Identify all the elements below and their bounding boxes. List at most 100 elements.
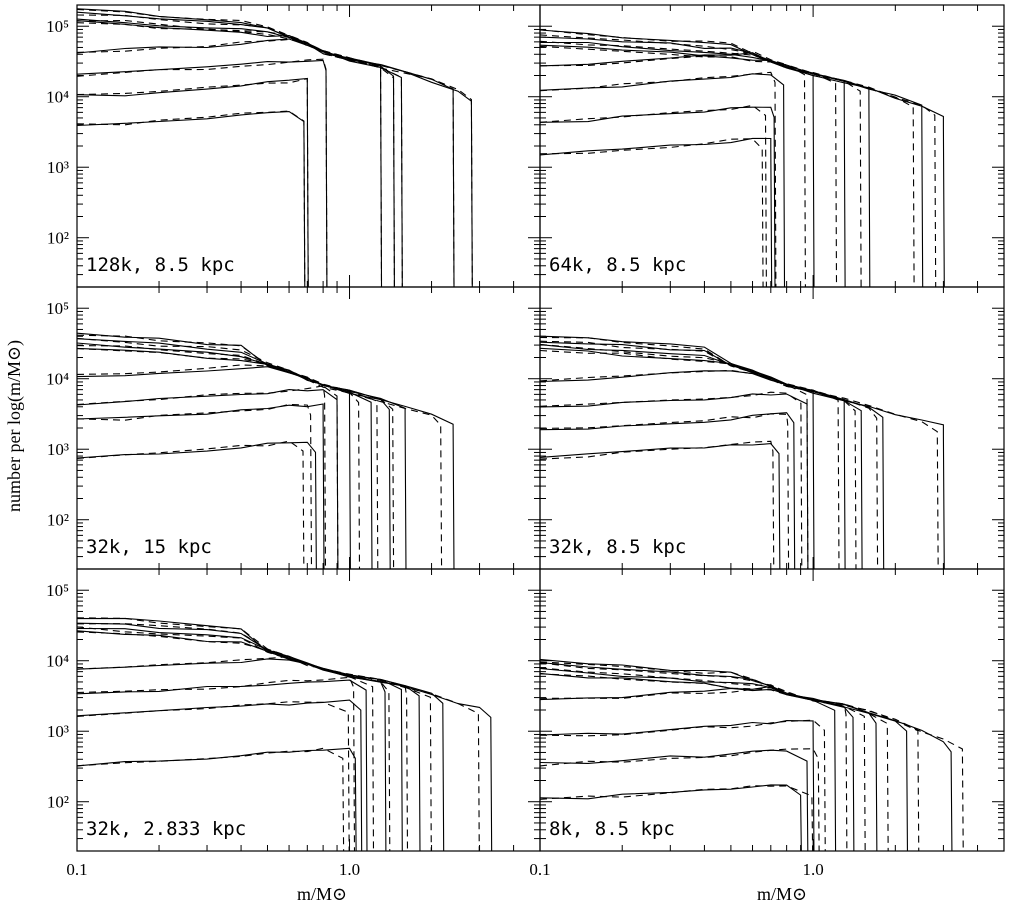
series-line-dashed xyxy=(77,385,327,569)
panels: 10² 10³ 10⁴ 10⁵ 128k, 8.5 kpc 64k, 8.5 kpc 10²… xyxy=(46,4,1005,879)
series-line-dashed xyxy=(540,661,964,851)
y-tick-label: 10⁴ xyxy=(46,652,69,671)
series-line-dashed xyxy=(540,662,920,851)
series-group xyxy=(77,617,493,851)
series-line-dashed xyxy=(540,104,767,287)
series-group xyxy=(540,658,964,851)
series-line-solid xyxy=(540,73,786,287)
series-line-solid xyxy=(540,370,815,569)
series-line-solid xyxy=(77,441,317,569)
series-line-solid xyxy=(77,366,351,569)
series-line-dashed xyxy=(540,369,809,569)
series-line-dashed xyxy=(77,403,313,569)
x-axis-label-left: m/M⊙ xyxy=(297,884,347,904)
panel-frame xyxy=(539,4,1005,288)
y-tick-label: 10³ xyxy=(47,158,69,177)
series-line-solid xyxy=(77,679,368,851)
series-line-solid xyxy=(77,59,328,287)
series-line-solid xyxy=(540,749,809,851)
series-line-solid xyxy=(540,41,871,287)
y-tick-label: 10² xyxy=(47,511,69,530)
axis-labels: m/M⊙ m/M⊙ number per log(m/M⊙) xyxy=(4,340,807,904)
series-line-dashed xyxy=(77,348,361,569)
series-line-solid xyxy=(540,137,773,287)
series-line-dashed xyxy=(540,71,777,287)
series-line-solid xyxy=(77,699,363,851)
series-line-dashed xyxy=(540,391,803,569)
panel-label: 8k, 8.5 kpc xyxy=(549,818,675,840)
y-axis-label: number per log(m/M⊙) xyxy=(4,340,25,512)
series-group xyxy=(540,29,945,287)
series-line-dashed xyxy=(540,667,889,851)
series-line-solid xyxy=(540,44,846,287)
series-line-dashed xyxy=(77,676,356,851)
series-line-solid xyxy=(77,627,421,851)
series-line-dashed xyxy=(540,340,879,569)
y-tick-label: 10⁴ xyxy=(46,88,69,107)
series-line-solid xyxy=(540,667,878,851)
series-line-dashed xyxy=(77,77,309,287)
panel: 10² 10³ 10⁴ 10⁵ 0.1 1.0 32k, 2.833 kpc xyxy=(46,568,541,879)
series-line-dashed xyxy=(540,673,866,851)
series-line-solid xyxy=(77,747,357,851)
series-line-dashed xyxy=(77,623,432,851)
series-line-solid xyxy=(540,52,815,287)
x-axis-label-right: m/M⊙ xyxy=(757,884,807,904)
series-line-dashed xyxy=(540,748,820,851)
series-group xyxy=(540,335,945,569)
panel: 10² 10³ 10⁴ 10⁵ 128k, 8.5 kpc xyxy=(46,4,541,288)
series-line-dashed xyxy=(77,747,345,851)
y-tick-label: 10³ xyxy=(47,440,69,459)
series-line-dashed xyxy=(540,440,775,569)
series-line-solid xyxy=(540,106,776,287)
series-line-dashed xyxy=(77,440,305,569)
y-tick-label: 10⁵ xyxy=(46,299,69,318)
y-tick-label: 10⁵ xyxy=(46,581,69,600)
series-line-dashed xyxy=(540,785,814,851)
panel-label: 32k, 2.833 kpc xyxy=(86,818,246,840)
y-tick-label: 10² xyxy=(47,793,69,812)
y-tick-label: 10⁴ xyxy=(46,370,69,389)
panel-label: 32k, 15 kpc xyxy=(86,536,212,558)
series-line-solid xyxy=(540,784,802,851)
series-line-solid xyxy=(77,77,309,287)
series-line-dashed xyxy=(540,50,806,287)
panel-frame xyxy=(539,286,1005,570)
series-line-dashed xyxy=(540,138,764,287)
y-tick-label: 10⁵ xyxy=(46,17,69,36)
series-line-dashed xyxy=(540,719,826,851)
panel-label: 64k, 8.5 kpc xyxy=(549,254,686,276)
panel: 0.1 1.0 8k, 8.5 kpc xyxy=(529,568,1005,879)
series-line-solid xyxy=(540,658,953,851)
series-line-dashed xyxy=(77,334,443,569)
panel: 32k, 8.5 kpc xyxy=(539,286,1005,570)
x-tick-label: 1.0 xyxy=(339,860,360,879)
x-tick-label: 0.1 xyxy=(529,860,550,879)
series-line-dashed xyxy=(77,364,339,569)
series-line-solid xyxy=(77,38,383,287)
series-line-solid xyxy=(77,389,339,569)
series-line-solid xyxy=(77,658,387,851)
series-group xyxy=(77,8,473,287)
panel: 10² 10³ 10⁴ 10⁵ 32k, 15 kpc xyxy=(46,286,541,570)
panel: 64k, 8.5 kpc xyxy=(539,4,1005,288)
series-line-solid xyxy=(540,347,846,569)
x-tick-label: 1.0 xyxy=(802,860,823,879)
series-line-dashed xyxy=(540,413,790,569)
series-line-solid xyxy=(540,661,908,851)
series-line-dashed xyxy=(540,45,838,287)
series-line-dashed xyxy=(77,110,306,287)
series-line-dashed xyxy=(77,656,375,851)
series-line-solid xyxy=(77,111,306,287)
panel-label: 32k, 8.5 kpc xyxy=(549,536,686,558)
series-line-dashed xyxy=(540,349,840,569)
panel-label: 128k, 8.5 kpc xyxy=(86,254,235,276)
y-tick-label: 10² xyxy=(47,229,69,248)
series-line-solid xyxy=(540,720,815,851)
series-line-dashed xyxy=(77,626,409,851)
series-line-solid xyxy=(77,403,325,569)
series-line-solid xyxy=(77,630,403,851)
x-tick-label: 0.1 xyxy=(66,860,87,879)
series-line-solid xyxy=(540,412,796,569)
